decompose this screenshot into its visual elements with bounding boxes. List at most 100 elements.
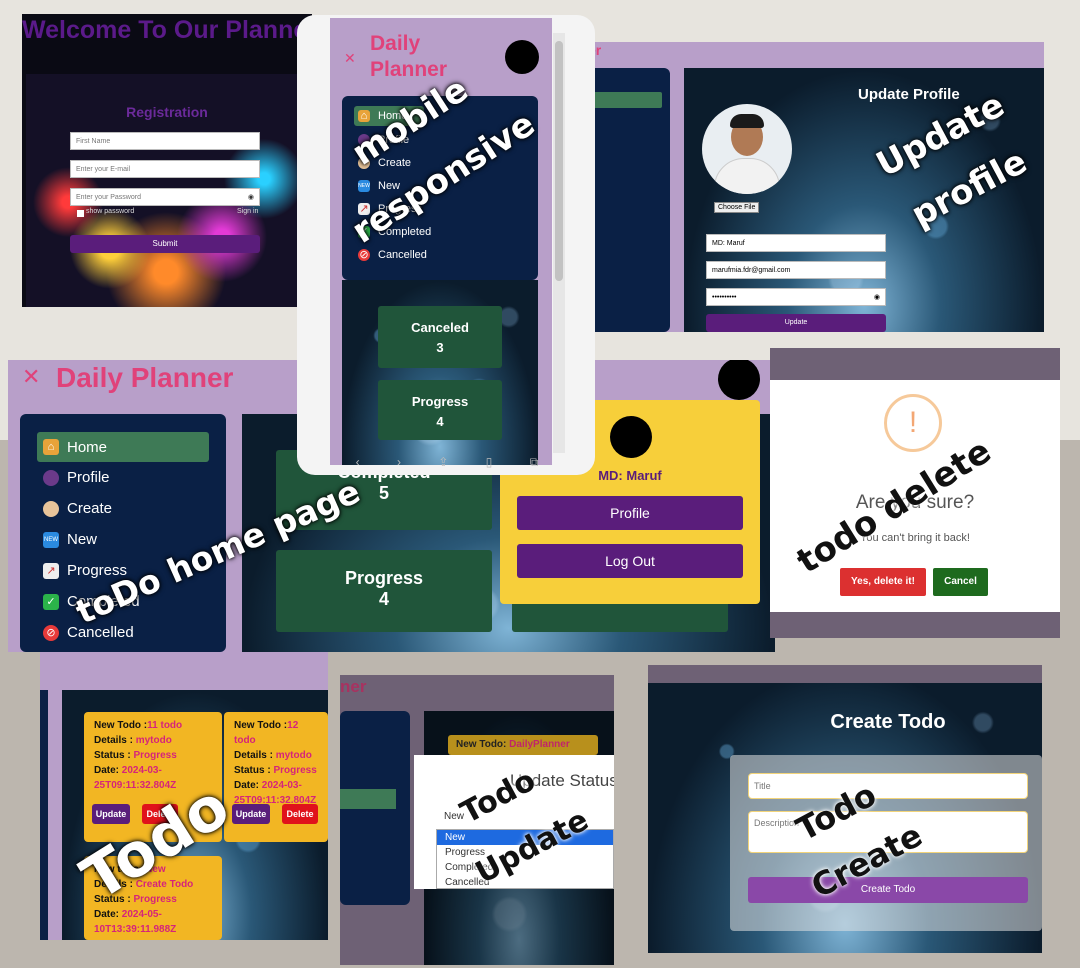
avatar-shirt — [714, 158, 780, 194]
book-icon[interactable]: ▯ — [485, 455, 493, 469]
password-input[interactable]: Enter your Password ◉ — [70, 188, 260, 206]
todo-date-cont: 10T13:39:11.988Z — [94, 924, 177, 935]
profile-email-input[interactable]: marufmia.fdr@gmail.com — [706, 261, 886, 279]
mobile-nav-label: New — [378, 180, 401, 192]
todo-delete-button[interactable]: Delete — [142, 804, 178, 824]
todo-update-button[interactable]: Update — [232, 804, 270, 824]
sidebar-item-label: Profile — [67, 469, 110, 486]
mobile-nav-label: Progress — [378, 203, 423, 215]
mobile-nav-profile[interactable]: Profile — [358, 134, 409, 146]
sidebar-item-label: Progress — [67, 562, 128, 579]
confirm-delete-button[interactable]: Yes, delete it! — [840, 568, 926, 596]
sign-in-link[interactable]: Sign in — [237, 208, 259, 215]
mobile-nav-create[interactable]: Create — [358, 157, 411, 169]
sidebar-item-cancelled[interactable]: ⊘ Cancelled — [43, 624, 134, 641]
todo-name: 11 todo — [147, 720, 183, 731]
todo-status-label: Status : — [94, 750, 131, 761]
status-option-new[interactable]: New — [437, 830, 613, 845]
house-icon: ⌂ — [358, 110, 370, 122]
card-count: 3 — [436, 340, 444, 355]
dropdown-avatar — [610, 416, 652, 458]
card-count: 5 — [378, 483, 389, 503]
mobile-nav-progress[interactable]: ↗ Progress — [358, 203, 422, 215]
back-icon[interactable]: ‹ — [355, 455, 360, 469]
registration-panel: Welcome To Our Planner Registration Firs… — [22, 14, 312, 307]
avatar-hair — [730, 114, 764, 128]
dialog-title: Are you sure? — [855, 492, 975, 513]
todo-details: mytodo — [135, 735, 172, 746]
mobile-nav-cancelled[interactable]: ⊘ Cancelled — [358, 249, 427, 261]
warning-icon: ! — [884, 394, 942, 452]
mobile-scrollbar[interactable] — [553, 33, 565, 453]
eye-icon[interactable]: ◉ — [873, 294, 880, 301]
mobile-nav-new[interactable]: NEW New — [358, 180, 400, 192]
mobile-close-icon[interactable]: ✕ — [344, 50, 356, 66]
mobile-app-title-1: Daily — [370, 32, 421, 55]
todo-description-input[interactable]: Description — [748, 811, 1028, 853]
todo-date-label: Date: — [94, 909, 120, 920]
sidebar-item-progress[interactable]: ↗ Progress — [43, 562, 127, 579]
sidebar-item-new[interactable]: NEW New — [43, 531, 97, 548]
email-input[interactable]: Enter your E-mail — [70, 160, 260, 178]
home-avatar-top[interactable] — [718, 360, 760, 400]
mobile-card-progress: Progress 4 — [378, 380, 502, 440]
sidebar-item-profile[interactable]: Profile — [43, 469, 110, 486]
todo-name: New — [145, 864, 166, 875]
card-label: Progress — [411, 394, 469, 409]
create-todo-button[interactable]: Create Todo — [748, 877, 1028, 903]
eye-icon[interactable]: ◉ — [247, 194, 254, 201]
dialog-message: You can't bring it back! — [860, 532, 970, 544]
registration-title: Registration — [126, 104, 208, 120]
tabs-icon[interactable]: ⧉ — [529, 455, 539, 469]
update-status-panel: ner New Todo: DailyPlanner Update Status… — [340, 675, 614, 965]
mobile-nav-completed[interactable]: ✓ Completed — [358, 226, 431, 238]
sidebar-item-create[interactable]: Create — [43, 500, 112, 517]
submit-button[interactable]: Submit — [70, 235, 260, 253]
card-count: 4 — [436, 414, 444, 429]
todo-title-input[interactable]: Title — [748, 773, 1028, 799]
house-icon: ⌂ — [43, 439, 59, 455]
todo-status-label: Status : — [234, 765, 271, 776]
todo-delete-button[interactable]: Delete — [282, 804, 318, 824]
todo-update-button[interactable]: Update — [92, 804, 130, 824]
status-option-progress[interactable]: Progress — [445, 847, 486, 858]
status-select[interactable]: New — [444, 811, 465, 822]
status-sidebar-active[interactable] — [340, 789, 396, 809]
sidebar-item-completed[interactable]: ✓ Completed — [43, 593, 140, 610]
status-option-cancelled[interactable]: Cancelled — [445, 877, 490, 888]
choose-file-button[interactable]: Choose File — [714, 202, 760, 213]
sidebar-item-home[interactable]: ⌂ Home — [37, 432, 209, 462]
status-option-completed[interactable]: Completed — [445, 862, 494, 873]
palette-icon — [43, 500, 59, 517]
todo-status: Progress — [133, 894, 177, 905]
show-password-checkbox[interactable] — [77, 210, 84, 217]
todo-card: New todo :New Details : Create Todo Stat… — [84, 856, 222, 940]
card-label: Canceled — [411, 320, 469, 335]
forward-icon[interactable]: › — [397, 455, 402, 469]
avatar — [702, 104, 792, 194]
sidebar-item-label: Cancelled — [67, 624, 134, 641]
delete-dialog-panel: ! Are you sure? You can't bring it back!… — [770, 348, 1060, 638]
close-icon[interactable]: ✕ — [22, 364, 41, 389]
profile-content: Update Profile Choose File MD: Maruf mar… — [684, 68, 1044, 332]
todo-sidebar-edge — [40, 690, 48, 940]
cancel-button[interactable]: Cancel — [933, 568, 988, 596]
share-icon[interactable]: ⇪ — [438, 455, 449, 469]
profile-name-input[interactable]: MD: Maruf — [706, 234, 886, 252]
status-app-title-fragment: ner — [340, 677, 367, 696]
logout-button[interactable]: Log Out — [517, 544, 743, 578]
create-todo-heading: Create Todo — [830, 711, 946, 733]
todo-date: 2024-03- — [121, 765, 162, 776]
check-icon: ✓ — [43, 593, 59, 610]
scrollbar-thumb[interactable] — [555, 41, 563, 281]
first-name-input[interactable]: First Name — [70, 132, 260, 150]
user-icon — [358, 134, 370, 146]
mobile-nav-home[interactable]: ⌂ Home — [354, 106, 424, 126]
profile-password-input[interactable]: •••••••••• ◉ — [706, 288, 886, 306]
cancel-icon: ⊘ — [43, 624, 59, 641]
chart-icon: ↗ — [358, 203, 370, 215]
profile-update-button[interactable]: Update — [706, 314, 886, 332]
mobile-avatar[interactable] — [505, 40, 539, 74]
profile-button[interactable]: Profile — [517, 496, 743, 530]
profile-sidebar-active-item[interactable] — [590, 92, 662, 108]
